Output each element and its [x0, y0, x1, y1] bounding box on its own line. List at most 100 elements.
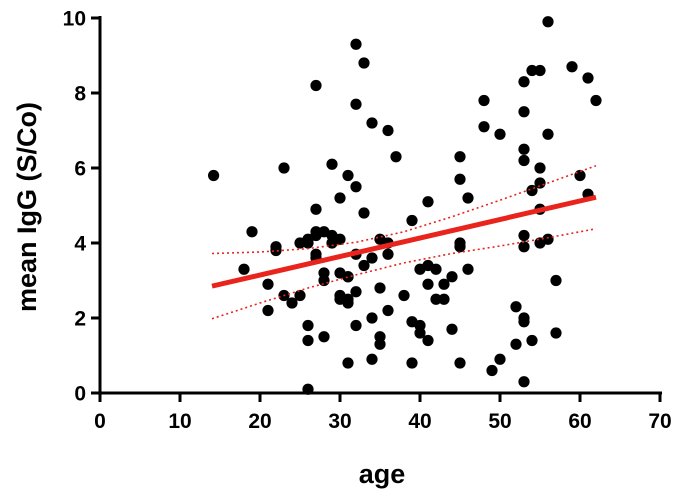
confidence-band-lower	[211, 227, 597, 320]
data-point	[238, 263, 250, 275]
data-point	[550, 327, 562, 339]
data-point	[526, 334, 538, 347]
y-tick-label: 6	[74, 158, 86, 181]
data-point	[414, 327, 426, 339]
x-tick-label: 20	[248, 410, 271, 433]
data-point	[310, 79, 322, 92]
data-point	[518, 76, 530, 88]
y-tick-label: 0	[74, 383, 86, 406]
x-axis-title: age	[359, 459, 406, 489]
data-point	[454, 357, 466, 369]
data-point	[342, 271, 354, 283]
data-point	[454, 151, 466, 163]
data-point	[454, 241, 466, 253]
data-point	[478, 121, 490, 133]
y-tick-label: 10	[63, 8, 86, 31]
data-point	[358, 57, 370, 69]
data-point	[406, 357, 418, 369]
data-point	[358, 259, 370, 272]
data-point	[462, 263, 474, 275]
data-point	[534, 162, 546, 174]
data-point	[350, 319, 362, 332]
x-tick-label: 60	[568, 410, 591, 433]
data-point	[302, 319, 314, 332]
data-point	[350, 286, 362, 298]
data-point	[326, 158, 338, 170]
y-tick-label: 4	[74, 233, 86, 256]
data-point	[366, 252, 378, 264]
data-point	[542, 233, 554, 245]
x-tick-label: 0	[94, 410, 106, 433]
data-point	[390, 151, 402, 163]
data-point	[262, 304, 274, 317]
data-point	[446, 323, 458, 335]
data-point	[382, 124, 394, 137]
data-point	[318, 331, 330, 343]
data-point	[518, 376, 530, 388]
data-point	[542, 16, 554, 28]
data-point	[350, 181, 362, 193]
data-point	[518, 106, 530, 118]
data-point	[398, 289, 410, 302]
data-point	[462, 192, 474, 204]
y-tick-label: 8	[74, 83, 86, 106]
data-point	[574, 169, 586, 182]
data-point	[270, 241, 282, 253]
data-point	[294, 289, 306, 302]
data-point	[510, 338, 522, 350]
data-point	[518, 316, 530, 328]
data-point	[366, 117, 378, 129]
data-point	[366, 353, 378, 365]
data-point	[406, 214, 418, 227]
x-tick-label: 50	[488, 410, 511, 433]
data-point	[494, 353, 506, 365]
data-point	[542, 128, 554, 140]
x-tick-label: 10	[168, 410, 191, 433]
data-point	[478, 94, 490, 107]
data-point	[526, 64, 538, 77]
data-point	[518, 229, 530, 242]
data-point	[286, 297, 298, 309]
data-point	[454, 173, 466, 185]
data-point	[486, 364, 498, 377]
data-point	[350, 98, 362, 110]
y-axis-title: mean IgG (S/Co)	[12, 102, 42, 312]
data-point	[438, 293, 450, 305]
data-point	[550, 274, 562, 287]
data-point	[430, 293, 442, 305]
data-point	[582, 72, 594, 84]
data-point	[534, 64, 546, 77]
regression-line	[211, 194, 597, 289]
data-point	[422, 278, 434, 290]
data-point	[334, 192, 346, 204]
data-point	[342, 297, 354, 309]
data-point	[422, 196, 434, 208]
data-point	[518, 143, 530, 155]
plot-area	[208, 16, 602, 395]
data-point	[208, 169, 220, 182]
data-point	[334, 233, 346, 245]
data-point	[494, 128, 506, 140]
data-point	[430, 263, 442, 275]
data-point	[278, 162, 290, 174]
data-point	[446, 271, 458, 283]
data-point	[422, 334, 434, 347]
data-point	[318, 274, 330, 287]
x-tick-label: 30	[328, 410, 351, 433]
data-point	[382, 248, 394, 260]
data-point	[342, 169, 354, 182]
x-tick-label: 40	[408, 410, 431, 433]
data-point	[566, 61, 578, 73]
data-point	[374, 338, 386, 350]
data-point	[302, 334, 314, 347]
data-point	[590, 94, 602, 107]
data-point	[358, 207, 370, 219]
data-point	[518, 154, 530, 167]
data-point	[246, 226, 258, 238]
data-point	[366, 312, 378, 324]
data-point	[262, 278, 274, 290]
data-point	[382, 304, 394, 317]
data-point	[534, 177, 546, 189]
data-point	[302, 237, 314, 249]
